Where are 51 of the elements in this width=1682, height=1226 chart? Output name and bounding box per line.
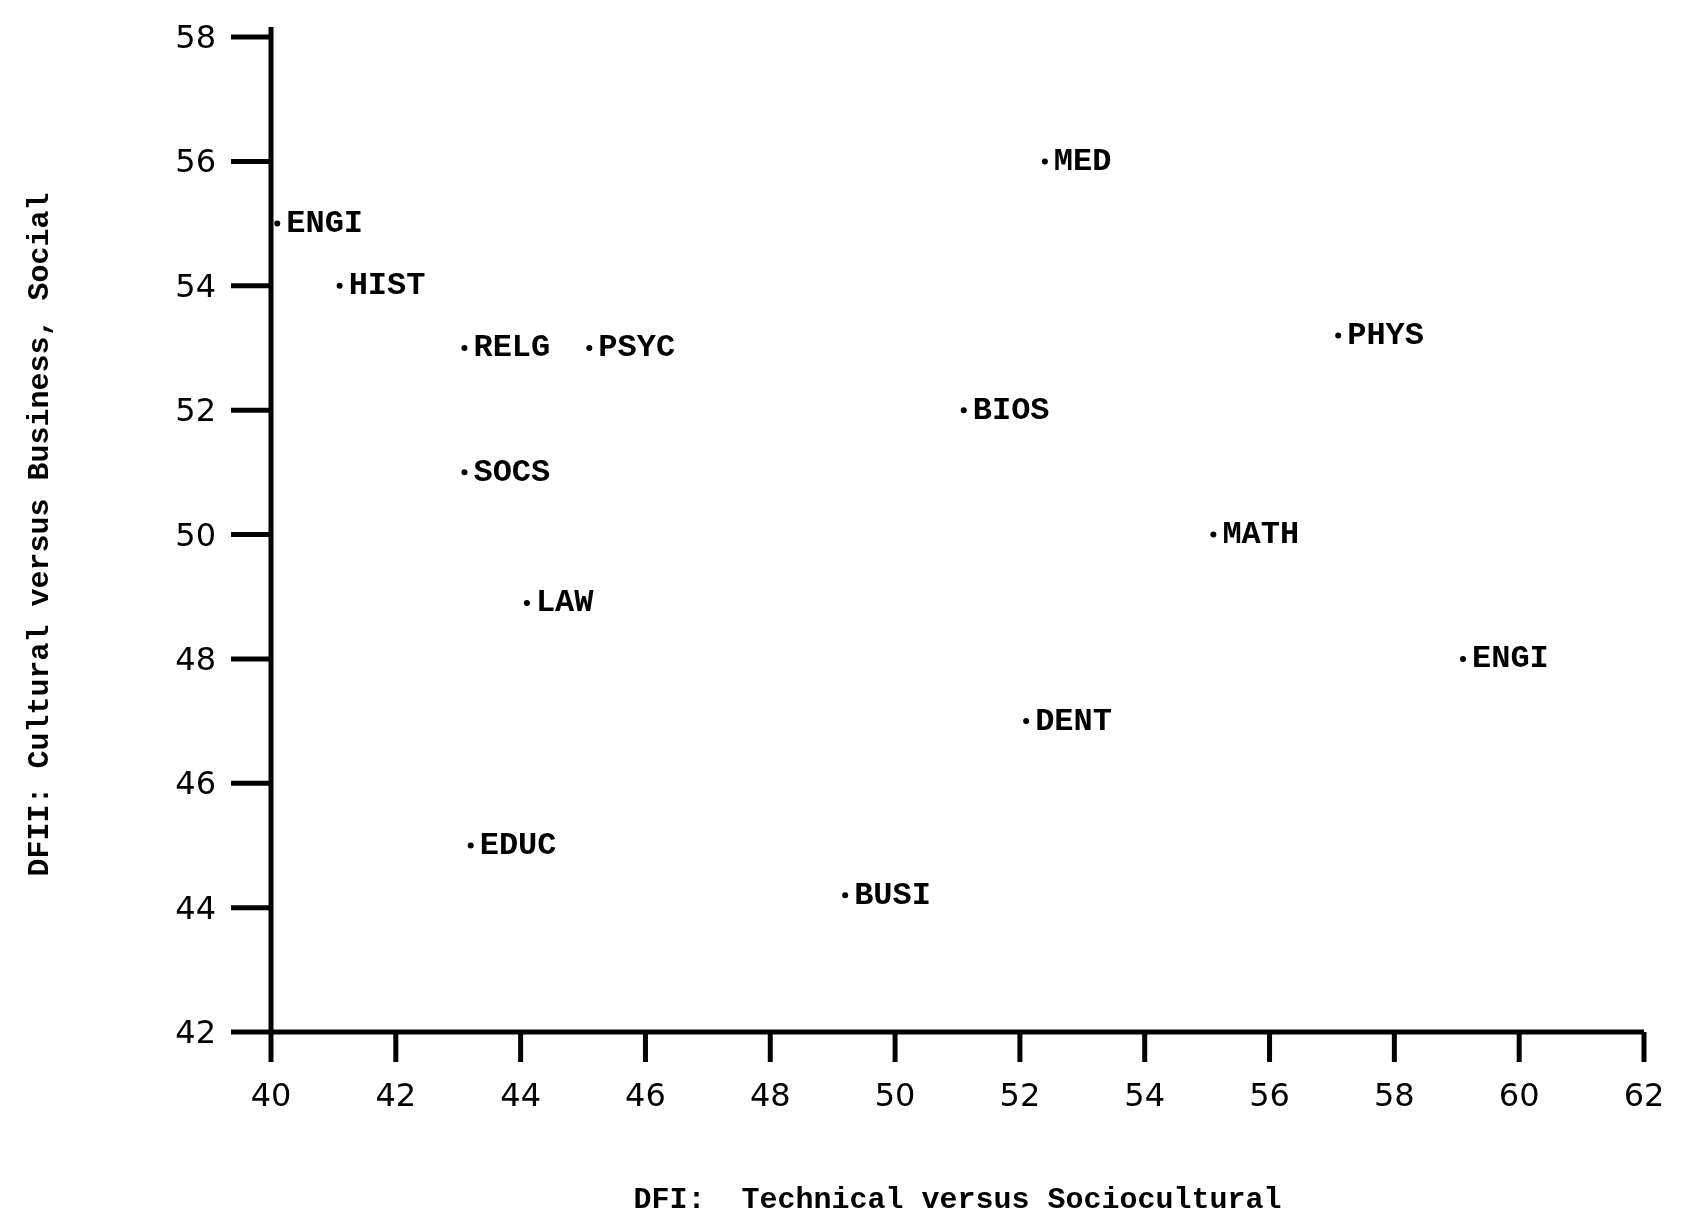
x-tick-label: 62 [1623,1076,1665,1114]
data-label: MATH [1222,516,1300,553]
x-tick-label: 48 [749,1076,791,1114]
point [1335,332,1342,339]
data-label: MED [1053,142,1112,180]
x-tick-label: 60 [1498,1076,1540,1114]
y-tick-label: 52 [175,391,216,430]
x-tick-label: 46 [625,1076,666,1114]
data-label: PSYC [598,329,676,367]
data-label: LAW [535,584,595,622]
point [960,407,967,414]
y-tick-label: 48 [175,639,216,678]
data-label: EDUC [479,826,557,864]
y-tick-label: 44 [175,888,216,927]
y-tick-label: 58 [175,18,216,56]
point [1023,718,1030,725]
y-tick-label: 56 [175,142,216,181]
point [461,469,468,476]
point [586,344,593,351]
point [336,282,343,289]
x-tick-label: 52 [999,1076,1041,1114]
data-label: SOCS [473,453,551,491]
point [274,220,281,227]
data-label: BIOS [972,391,1050,429]
data-label: PHYS [1347,317,1425,354]
x-tick-label: 56 [1249,1076,1290,1114]
point [1210,531,1217,538]
data-label: BUSI [854,876,931,914]
x-axis-title: DFI: Technical versus Sociocultural [633,1183,1282,1217]
data-label: ENGI [1472,640,1549,678]
x-tick-label: 50 [874,1076,916,1114]
y-tick-label: 46 [175,764,216,803]
y-tick-label: 42 [175,1013,216,1051]
data-label: ENGI [286,205,364,243]
data-label: RELG [473,329,551,367]
point [461,344,468,351]
y-tick-label: 50 [175,515,216,554]
point [467,842,474,849]
x-tick-label: 44 [500,1076,541,1114]
x-tick-label: 58 [1374,1076,1415,1114]
point [842,892,849,899]
data-label: DENT [1035,702,1112,740]
x-tick-label: 54 [1124,1076,1166,1114]
x-tick-label: 42 [375,1076,417,1114]
data-label: HIST [348,267,426,305]
y-tick-label: 54 [175,266,216,305]
point [1460,655,1467,662]
point [523,599,530,606]
x-tick-label: 40 [250,1076,292,1114]
point [1041,158,1048,165]
y-axis-title: DFII: Cultural versus Business, Social [23,192,57,877]
